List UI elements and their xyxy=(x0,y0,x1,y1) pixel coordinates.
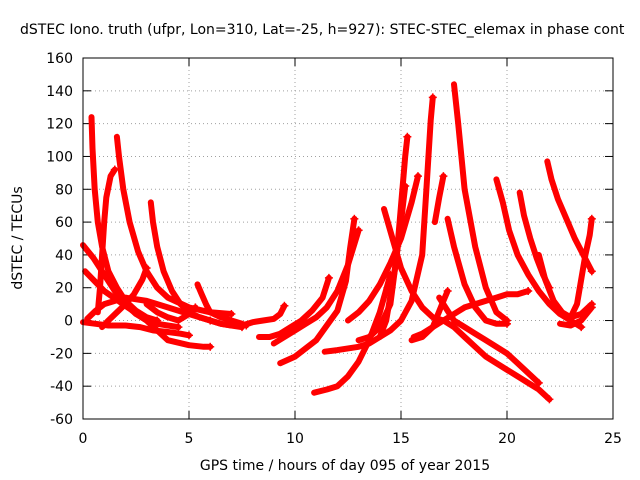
arc-end-marker xyxy=(577,323,586,332)
y-tick-label: -40 xyxy=(50,379,73,395)
y-tick-label: 120 xyxy=(46,117,73,133)
x-tick-label: 0 xyxy=(79,431,88,447)
data-arc xyxy=(557,304,595,329)
data-arc xyxy=(94,166,118,316)
data-arc xyxy=(207,302,288,329)
data-arc xyxy=(99,265,150,331)
data-arc xyxy=(82,268,214,350)
data-arc xyxy=(113,133,235,317)
data-arc xyxy=(311,271,394,396)
arc-end-marker xyxy=(350,214,359,223)
data-arc xyxy=(80,319,192,339)
arc-end-marker xyxy=(403,132,412,141)
chart-title: dSTEC Iono. truth (ufpr, Lon=310, Lat=-2… xyxy=(20,22,625,38)
data-arc xyxy=(143,301,199,324)
arc-end-marker xyxy=(153,316,162,325)
x-axis-label: GPS time / hours of day 095 of year 2015 xyxy=(200,458,490,474)
plot-frame xyxy=(82,57,614,420)
arc-end-marker xyxy=(503,316,511,325)
data-arc xyxy=(355,133,411,344)
data-arc xyxy=(535,251,595,321)
y-tick-label: 160 xyxy=(46,51,73,67)
arc-end-marker xyxy=(280,301,289,310)
arc-end-marker xyxy=(354,226,363,235)
arc-end-marker xyxy=(110,165,119,174)
x-tick-label: 25 xyxy=(604,431,622,447)
data-arc xyxy=(376,94,436,340)
arc-end-marker xyxy=(587,214,596,223)
arc-end-marker xyxy=(185,331,193,340)
x-tick-label: 20 xyxy=(498,431,516,447)
arc-end-marker xyxy=(587,303,596,312)
arc-end-marker xyxy=(206,342,215,351)
axis-ticks: 0 5 10 15 20 25 -60 -40 -20 0 20 40 60 80 100 120 140 160 xyxy=(46,51,622,447)
x-tick-label: 10 xyxy=(286,431,304,447)
data-arc xyxy=(567,215,595,321)
data-arc xyxy=(431,173,447,226)
y-tick-label: 20 xyxy=(55,281,73,297)
arc-end-marker xyxy=(587,267,596,276)
x-tick-label: 5 xyxy=(185,431,194,447)
data-arc xyxy=(444,215,510,327)
plot-area xyxy=(80,81,596,404)
y-axis-label: dSTEC / TECUs xyxy=(10,186,26,289)
arc-end-marker xyxy=(534,378,543,387)
y-tick-label: 100 xyxy=(46,149,73,165)
data-arc xyxy=(345,173,421,324)
data-arc xyxy=(451,81,510,324)
data-arc xyxy=(88,114,161,324)
arc-end-marker xyxy=(443,287,452,296)
arc-end-marker xyxy=(545,395,554,404)
arc-end-marker xyxy=(524,287,533,296)
grid-lines xyxy=(83,58,613,419)
arc-end-marker xyxy=(428,93,437,102)
data-arc xyxy=(147,199,214,324)
arc-end-marker xyxy=(413,172,422,181)
y-tick-label: 40 xyxy=(55,248,73,264)
arc-end-marker xyxy=(227,309,236,318)
y-tick-label: 140 xyxy=(46,84,73,100)
data-arc xyxy=(410,288,532,340)
data-arc xyxy=(436,294,542,386)
y-tick-label: 60 xyxy=(55,215,73,231)
arc-end-marker xyxy=(439,172,448,181)
arc-end-marker xyxy=(324,273,333,282)
data-arc xyxy=(256,274,332,340)
y-tick-label: 80 xyxy=(55,182,73,198)
data-arc xyxy=(277,215,358,367)
arc-end-marker xyxy=(191,303,200,312)
data-arc xyxy=(381,206,553,403)
y-tick-label: -20 xyxy=(50,346,73,362)
y-tick-label: -60 xyxy=(50,412,73,428)
x-tick-label: 15 xyxy=(392,431,410,447)
arc-end-marker xyxy=(174,323,183,332)
y-tick-label: 0 xyxy=(64,314,73,330)
